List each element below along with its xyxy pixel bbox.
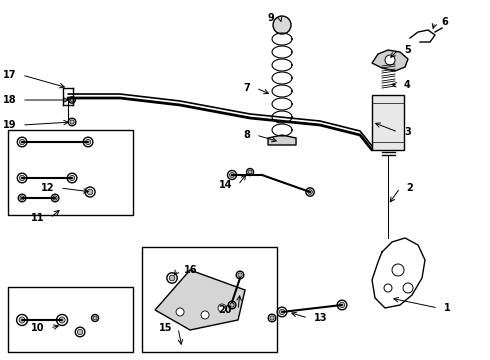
Text: 4: 4 [404, 80, 411, 90]
Circle shape [279, 309, 285, 315]
Circle shape [169, 275, 175, 281]
Circle shape [230, 172, 235, 177]
Circle shape [273, 16, 291, 34]
Text: 6: 6 [441, 17, 448, 27]
Circle shape [70, 120, 74, 124]
Text: 2: 2 [406, 183, 413, 193]
Circle shape [70, 175, 74, 181]
Circle shape [87, 189, 93, 195]
Text: 3: 3 [404, 127, 411, 137]
Text: 10: 10 [30, 323, 44, 333]
Text: 7: 7 [244, 83, 250, 93]
Circle shape [19, 317, 25, 323]
Circle shape [77, 329, 83, 334]
Text: 17: 17 [2, 70, 16, 80]
Circle shape [248, 170, 252, 174]
Circle shape [238, 273, 242, 277]
Bar [8, 287, 133, 352]
Bar [8, 130, 133, 215]
Text: 11: 11 [30, 213, 44, 223]
Text: 14: 14 [219, 180, 232, 190]
Bar [372, 95, 404, 150]
Circle shape [385, 55, 395, 65]
Text: 16: 16 [184, 265, 197, 275]
Text: 13: 13 [314, 313, 327, 323]
Circle shape [308, 190, 312, 194]
Text: 12: 12 [41, 183, 54, 193]
Circle shape [93, 316, 97, 320]
Text: 19: 19 [2, 120, 16, 130]
Text: 18: 18 [2, 95, 16, 105]
Text: 8: 8 [243, 130, 250, 140]
Circle shape [176, 308, 184, 316]
Text: 20: 20 [219, 305, 232, 315]
Circle shape [218, 304, 226, 312]
Text: 9: 9 [267, 13, 274, 23]
Text: 5: 5 [404, 45, 411, 55]
Circle shape [59, 317, 65, 323]
Circle shape [85, 139, 91, 145]
Text: 15: 15 [159, 323, 172, 333]
Circle shape [230, 303, 234, 307]
Circle shape [20, 139, 25, 145]
Polygon shape [372, 50, 408, 71]
Circle shape [270, 316, 274, 320]
Polygon shape [155, 270, 245, 330]
Polygon shape [268, 135, 296, 145]
Circle shape [20, 196, 24, 200]
Circle shape [201, 311, 209, 319]
Text: 1: 1 [444, 303, 451, 313]
Circle shape [340, 302, 344, 307]
Circle shape [20, 175, 25, 181]
Bar [142, 247, 277, 352]
Circle shape [70, 98, 74, 102]
Circle shape [53, 196, 57, 200]
